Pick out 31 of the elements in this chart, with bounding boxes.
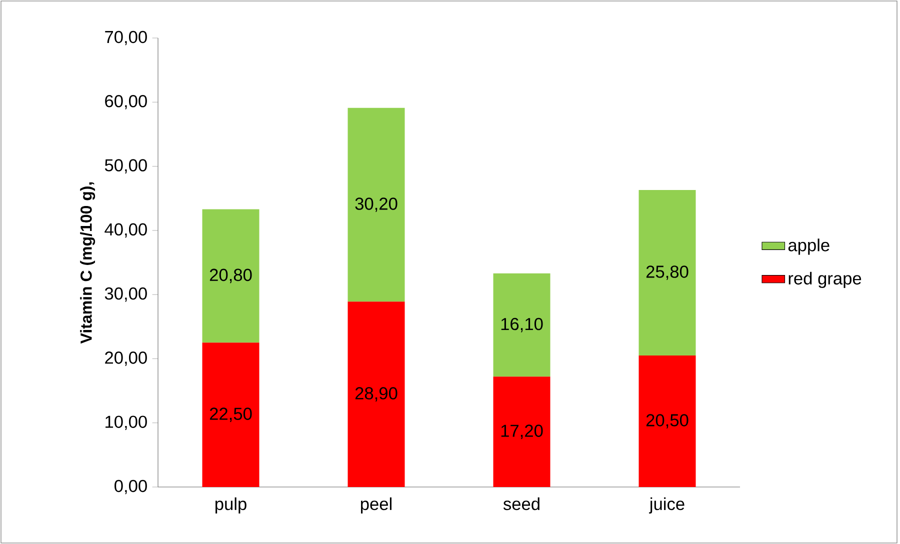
bar bbox=[638, 190, 696, 356]
y-tick-label: 20,00 bbox=[105, 352, 147, 366]
legend-label: apple bbox=[788, 238, 830, 255]
bar bbox=[202, 342, 260, 487]
y-tick-label: 50,00 bbox=[104, 159, 147, 174]
data-label: 30,20 bbox=[355, 198, 398, 212]
bar bbox=[348, 302, 405, 487]
y-tick-label: 70,00 bbox=[105, 30, 147, 46]
y-tick-label: 10,00 bbox=[106, 416, 147, 430]
bar bbox=[493, 376, 550, 487]
x-tick-label: pulp bbox=[215, 497, 246, 514]
bar bbox=[348, 108, 405, 302]
y-tick-label: 30,00 bbox=[104, 287, 147, 302]
y-tick-label: 0,00 bbox=[114, 480, 147, 494]
x-tick-label: juice bbox=[649, 497, 684, 514]
data-label: 25,80 bbox=[646, 266, 688, 280]
bar bbox=[202, 209, 260, 343]
bar bbox=[638, 356, 696, 487]
data-label: 16,10 bbox=[501, 318, 543, 332]
x-tick-label: seed bbox=[503, 497, 540, 510]
y-axis-title: Vitamin C (mg/100 g), bbox=[80, 182, 96, 344]
x-tick-label: peel bbox=[360, 497, 392, 514]
bar bbox=[493, 273, 550, 377]
data-label: 20,50 bbox=[646, 414, 688, 428]
data-label: 17,20 bbox=[501, 424, 543, 439]
legend-label: red grape bbox=[788, 272, 862, 288]
data-label: 28,90 bbox=[355, 387, 398, 402]
data-label: 22,50 bbox=[210, 408, 252, 422]
y-tick-label: 60,00 bbox=[105, 94, 147, 110]
data-label: 20,80 bbox=[210, 268, 252, 284]
y-tick-label: 40,00 bbox=[104, 223, 147, 238]
